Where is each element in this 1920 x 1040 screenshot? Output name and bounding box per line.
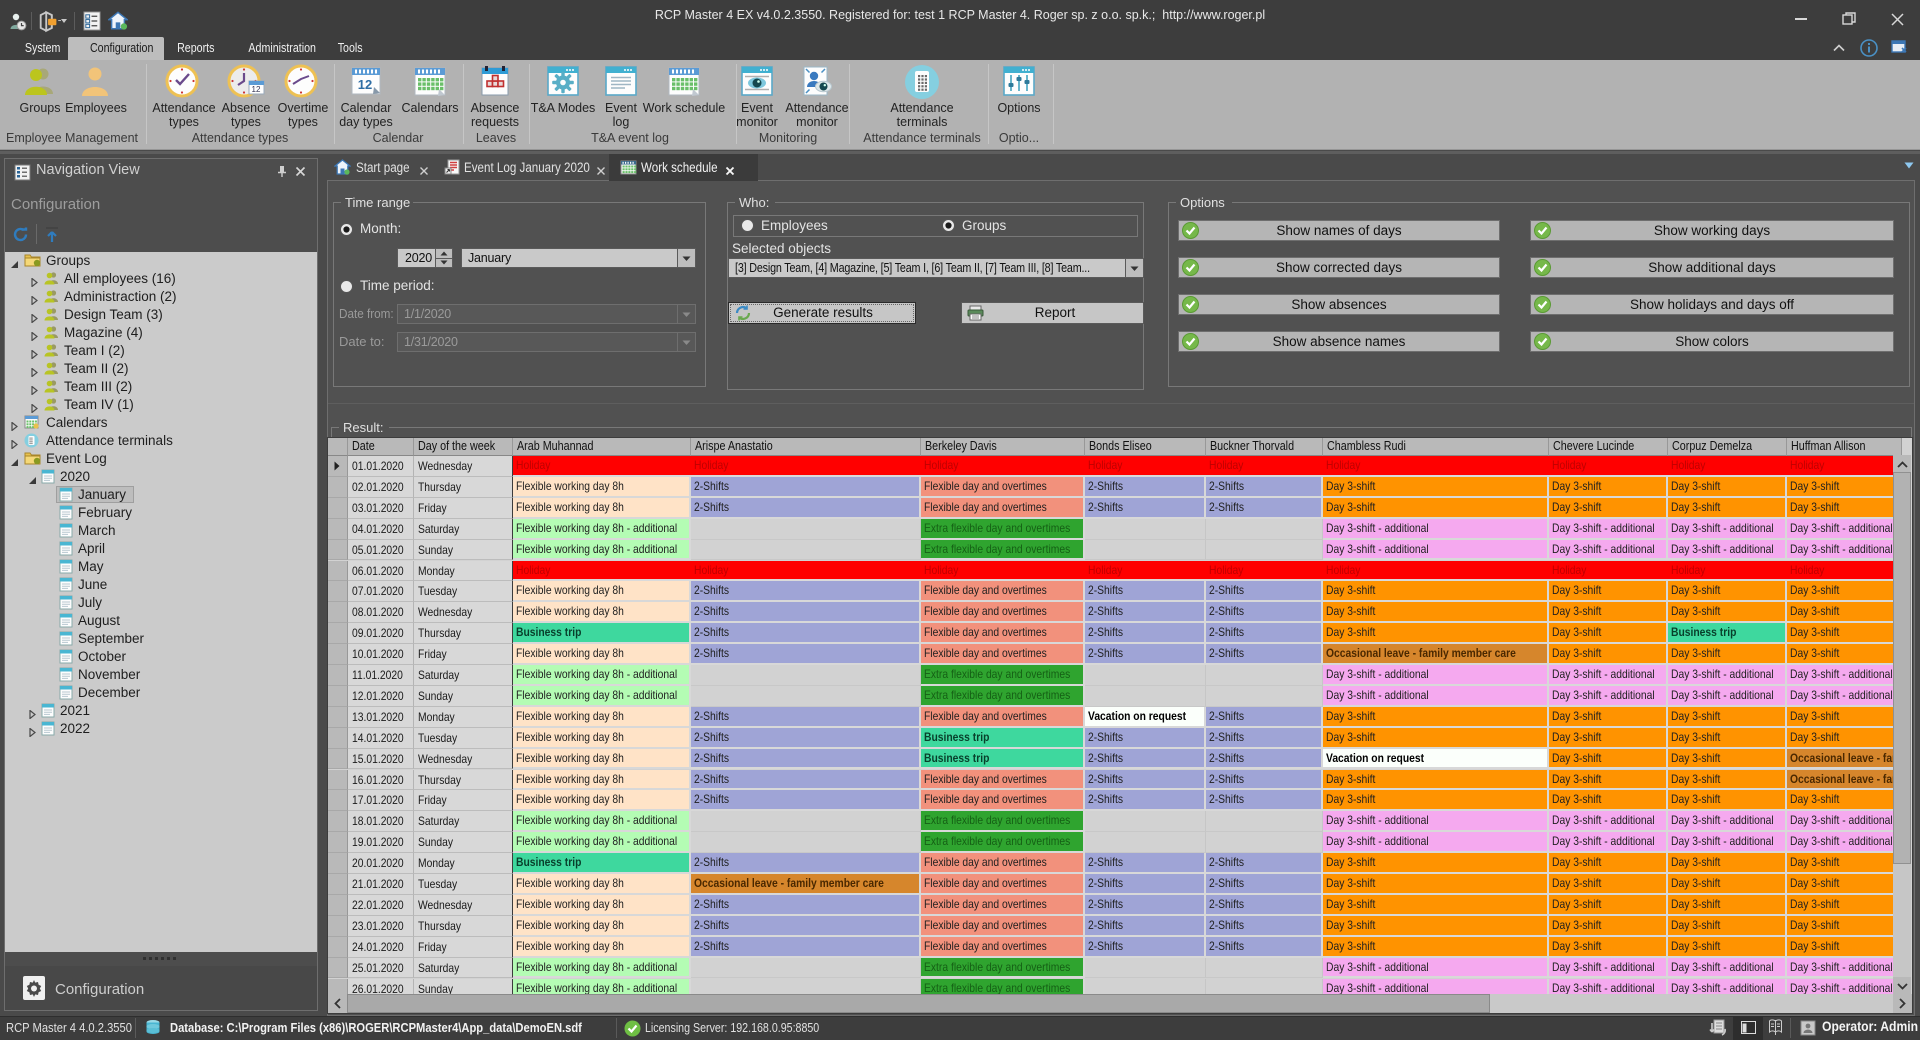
svg-text:12: 12	[252, 85, 261, 94]
svg-text:12: 12	[358, 77, 372, 92]
